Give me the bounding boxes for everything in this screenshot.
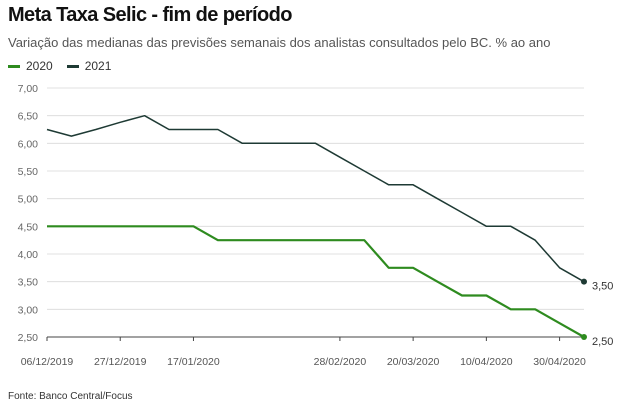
x-tick-label: 06/12/2019 bbox=[21, 356, 74, 368]
y-tick-label: 7,00 bbox=[18, 83, 39, 95]
y-tick-label: 6,50 bbox=[18, 111, 39, 123]
chart-source: Fonte: Banco Central/Focus bbox=[8, 391, 133, 402]
x-tick-label: 20/03/2020 bbox=[387, 356, 440, 368]
y-tick-label: 2,50 bbox=[18, 332, 39, 344]
legend-swatch-2021 bbox=[66, 64, 79, 68]
y-tick-label: 4,50 bbox=[18, 221, 39, 233]
legend-item-2020: 2020 bbox=[8, 59, 53, 73]
series-line-2020 bbox=[47, 225, 585, 338]
legend-label-2020: 2020 bbox=[26, 59, 53, 73]
legend-swatch-2020 bbox=[8, 64, 20, 68]
y-tick-label: 4,00 bbox=[18, 249, 39, 261]
chart-title: Meta Taxa Selic - fim de período bbox=[8, 4, 292, 26]
legend-label-2021: 2021 bbox=[84, 59, 112, 73]
chart-legend: 2020 2021 bbox=[8, 59, 125, 73]
series-line-2021 bbox=[46, 114, 585, 283]
series-end-point-2021 bbox=[581, 278, 587, 285]
x-tick-label: 28/02/2020 bbox=[314, 356, 367, 368]
chart-subtitle: Variação das medianas das previsões sema… bbox=[8, 35, 551, 50]
y-tick-label: 6,00 bbox=[18, 138, 39, 150]
x-tick-label: 30/04/2020 bbox=[533, 356, 586, 368]
series-end-label-2020: 2,50 bbox=[592, 336, 613, 348]
legend-item-2021: 2021 bbox=[66, 59, 112, 73]
series-end-point-2020 bbox=[581, 334, 587, 340]
y-tick-label: 5,00 bbox=[18, 194, 39, 206]
y-tick-label: 3,50 bbox=[18, 277, 39, 289]
series-end-label-2021: 3,50 bbox=[592, 281, 613, 293]
x-tick-label: 27/12/2019 bbox=[94, 356, 147, 368]
y-tick-label: 5,50 bbox=[18, 166, 39, 178]
y-tick-label: 3,00 bbox=[18, 304, 39, 316]
x-tick-label: 17/01/2020 bbox=[167, 356, 220, 368]
x-tick-label: 10/04/2020 bbox=[460, 356, 513, 368]
